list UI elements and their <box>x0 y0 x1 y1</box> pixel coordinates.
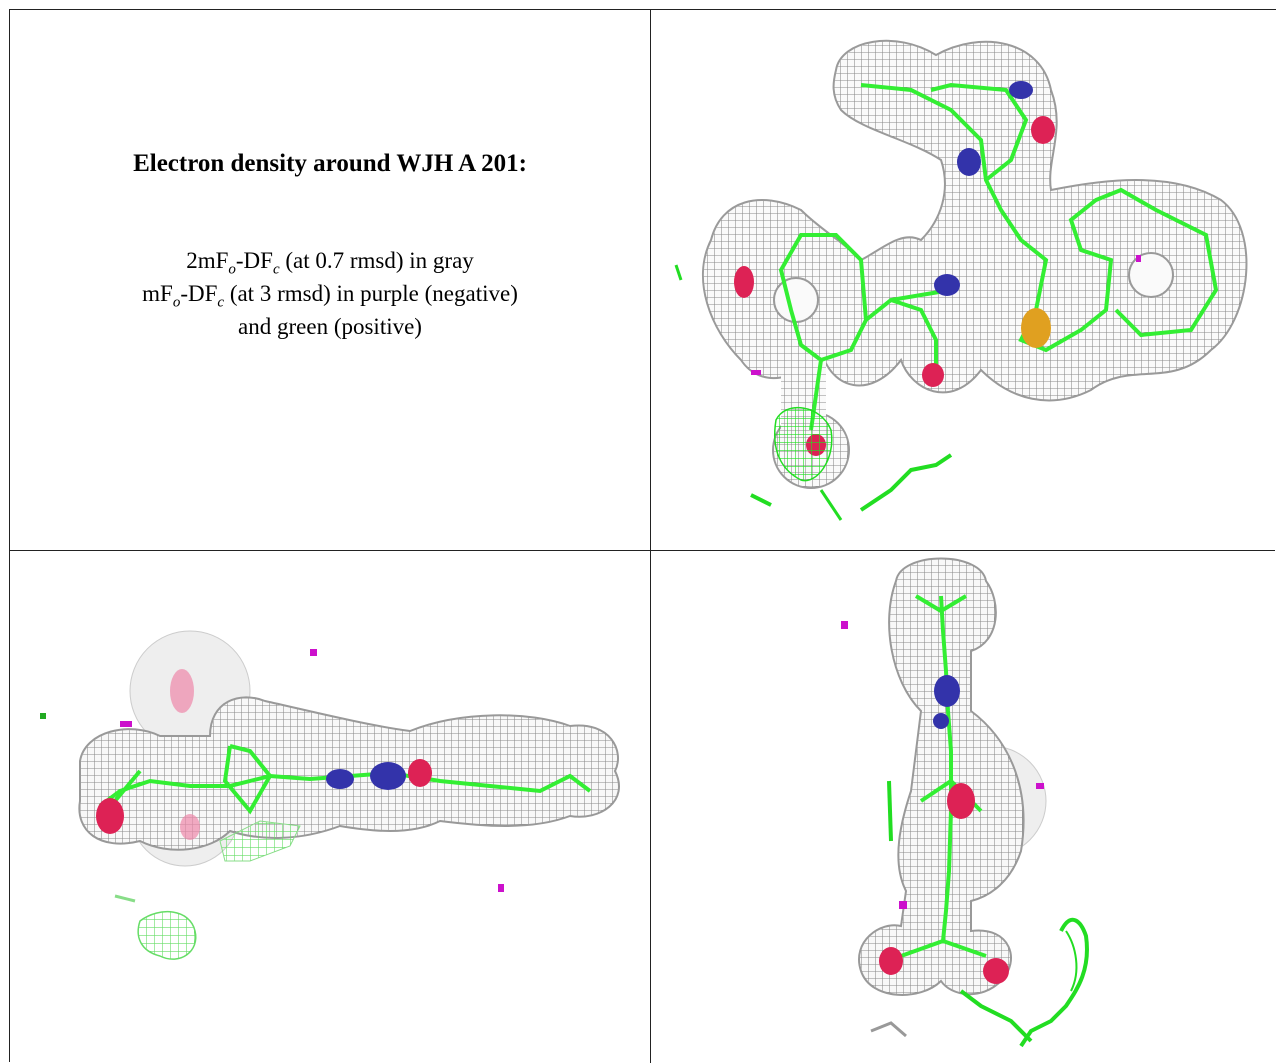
ligand-sticks <box>778 82 1219 431</box>
oxygen-atom <box>1031 116 1055 144</box>
density-view-front <box>651 10 1275 550</box>
oxygen-atom <box>983 958 1009 984</box>
ligand-sticks <box>900 594 987 958</box>
legend-text: mF <box>142 281 173 306</box>
sulfur-atom <box>1021 308 1051 348</box>
density-image-front <box>674 39 1248 521</box>
oxygen-atom <box>170 669 194 713</box>
oxygen-atom <box>879 947 903 975</box>
mesh-2fofc-fragment <box>870 1021 907 1038</box>
table-divider-vertical <box>650 9 651 1063</box>
figure-title: Electron density around WJH A 201: <box>133 150 527 177</box>
mesh-fofc-positive <box>887 780 1089 1048</box>
density-view-side <box>10 551 650 1063</box>
legend-line-3: and green (positive) <box>238 314 422 339</box>
legend-text: (at 0.7 rmsd) in gray <box>279 248 474 273</box>
legend-line-fofc: mFo-DFc (at 3 rmsd) in purple (negative) <box>10 278 650 319</box>
caption-cell: Electron density around WJH A 201: 2mFo-… <box>10 10 650 550</box>
oxygen-atom <box>947 783 975 819</box>
mesh-fofc-negative <box>1136 255 1141 262</box>
table-divider-horizontal <box>9 550 1275 551</box>
legend-line-2fofc: 2mFo-DFc (at 0.7 rmsd) in gray <box>10 245 650 286</box>
nitrogen-atom <box>957 148 981 176</box>
oxygen-atom <box>180 814 200 840</box>
density-view-end <box>651 551 1275 1063</box>
mesh-fofc-negative <box>841 621 1044 909</box>
nitrogen-atom <box>326 769 354 789</box>
nitrogen-atom <box>933 713 949 729</box>
nitrogen-atom <box>934 675 960 707</box>
nitrogen-atom <box>934 274 960 296</box>
density-image-side <box>40 630 620 960</box>
legend-sub: c <box>217 294 225 311</box>
oxygen-atom <box>96 798 124 834</box>
legend-sub: o <box>172 294 181 311</box>
nitrogen-atom <box>1009 81 1033 99</box>
density-image-end <box>841 557 1089 1048</box>
legend-text: 2mF <box>186 248 229 273</box>
mesh-fofc-positive <box>40 713 301 960</box>
nitrogen-atom <box>370 762 406 790</box>
mesh-fofc-positive <box>674 264 953 521</box>
oxygen-atom <box>922 363 944 387</box>
mesh-fofc-negative <box>751 370 761 375</box>
legend-sub: o <box>228 261 236 278</box>
mesh-fofc-negative <box>120 649 504 892</box>
legend-text: -DF <box>235 248 273 273</box>
legend-text: (at 3 rmsd) in purple (negative) <box>224 281 518 306</box>
legend-text: -DF <box>180 281 218 306</box>
figure-table <box>9 9 1276 1062</box>
oxygen-atom <box>734 266 754 298</box>
oxygen-atom <box>408 759 432 787</box>
legend-sub: c <box>272 261 280 278</box>
